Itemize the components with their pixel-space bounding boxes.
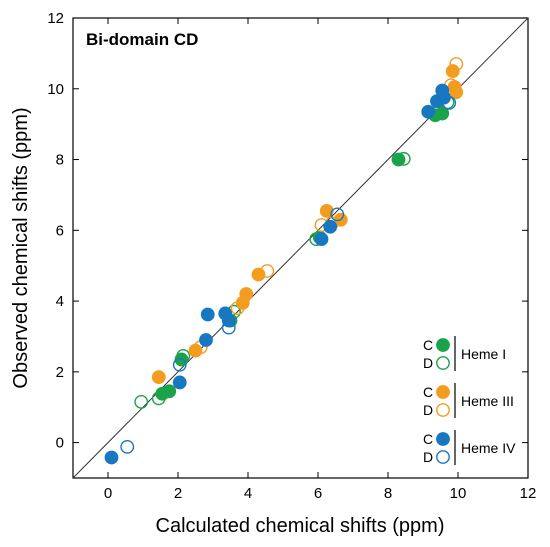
point-heme-iv-c [172, 375, 187, 390]
legend-c-label: C [423, 337, 433, 353]
tick-labels: 0 2 4 6 8 10 12 0 2 4 6 8 10 12 [47, 10, 536, 502]
point-heme-iv-c [421, 104, 436, 119]
y-tick-label: 12 [47, 10, 64, 27]
point-heme-iv-c [314, 232, 329, 247]
point-heme-iv-c [104, 450, 119, 465]
x-tick-label: 6 [314, 485, 322, 502]
y-tick-label: 0 [56, 435, 64, 452]
point-heme-i-c [391, 152, 406, 167]
point-heme-i-d [134, 395, 149, 409]
x-axis-title: Calculated chemical shifts (ppm) [156, 515, 445, 537]
legend-d-label: D [423, 402, 433, 418]
point-heme-iv-d [172, 357, 187, 372]
y-tick-label: 10 [47, 81, 64, 98]
point-heme-iv-c [437, 90, 451, 105]
x-tick-label: 8 [384, 485, 392, 502]
y-tick-label: 6 [56, 222, 64, 239]
legend-d-label: D [423, 355, 433, 371]
x-tick-label: 2 [174, 485, 182, 502]
axis-ticks [73, 17, 529, 478]
legend-c-label: C [423, 384, 433, 400]
point-heme-iv-c [323, 219, 338, 234]
legend-label-heme-iii: Heme III [461, 393, 514, 409]
point-heme-i-d [151, 391, 166, 406]
plot-frame [72, 17, 529, 479]
point-heme-i-d [176, 349, 191, 363]
x-tick-label: 10 [450, 485, 467, 502]
point-heme-i-c [162, 384, 177, 399]
point-heme-iii-d [449, 57, 464, 71]
y-axis-title: Observed chemical shifts (ppm) [10, 107, 32, 388]
legend-label-heme-iv: Heme IV [461, 440, 516, 456]
legend-marker-heme-i-d [436, 356, 450, 370]
point-heme-iv-c [200, 307, 215, 322]
y-tick-label: 8 [56, 152, 64, 169]
x-tick-label: 0 [104, 485, 112, 502]
panel-label: Bi-domain CD [86, 30, 198, 49]
data-points [104, 57, 464, 465]
legend-c-label: C [423, 431, 433, 447]
point-heme-iii-c [449, 85, 464, 100]
point-heme-iii-c [239, 287, 254, 301]
point-heme-iii-d [260, 264, 275, 278]
point-heme-iv-c [221, 313, 236, 328]
legend-marker-heme-i-c [436, 338, 450, 352]
point-heme-iii-c [445, 64, 460, 78]
point-heme-iv-d [120, 439, 135, 454]
point-heme-i-d [396, 151, 411, 166]
legend-d-label: D [423, 449, 433, 465]
x-tick-label: 12 [520, 485, 537, 502]
legend-marker-heme-iii-d [436, 403, 450, 417]
legend-label-heme-i: Heme I [461, 346, 506, 362]
x-tick-label: 4 [244, 485, 252, 502]
point-heme-iv-d [442, 96, 457, 110]
point-heme-iv-d [330, 207, 345, 222]
point-heme-iv-d [221, 320, 236, 335]
point-heme-iii-c [151, 370, 166, 385]
legend-marker-heme-iv-d [436, 450, 450, 464]
point-heme-iv-c [199, 333, 213, 347]
point-heme-iii-d [230, 301, 245, 316]
legend-marker-heme-iii-c [436, 385, 450, 399]
y-tick-label: 2 [56, 364, 64, 381]
legend-marker-heme-iv-c [436, 432, 450, 446]
y-tick-label: 4 [56, 293, 64, 310]
